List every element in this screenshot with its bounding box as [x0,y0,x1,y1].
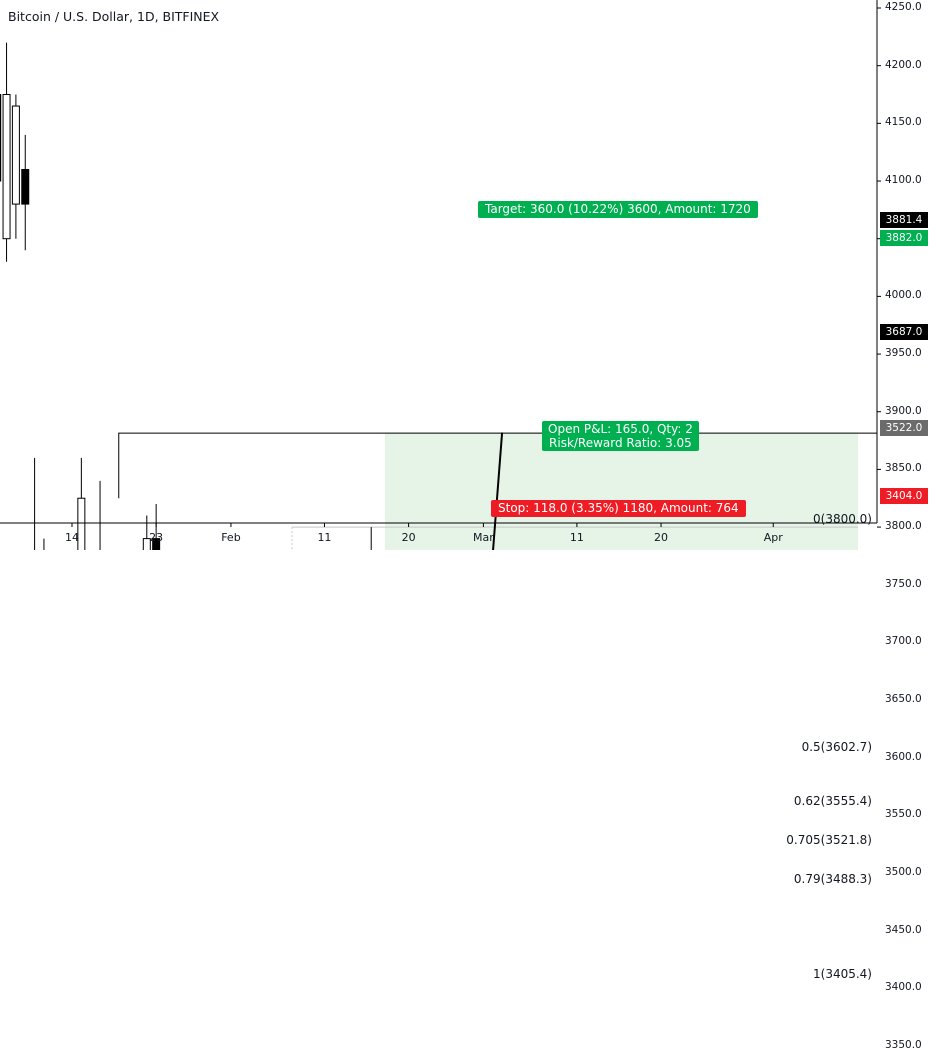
fib-label: 0.705(3521.8) [786,832,872,847]
candle [370,527,372,550]
candle [34,457,36,550]
price-chart[interactable] [0,0,932,550]
candles [0,42,372,550]
entry-price-tag: 3522.0 [880,420,928,436]
x-tick-label: 11 [317,531,332,544]
x-tick-label: Apr [763,531,783,544]
pnl-line-2: Risk/Reward Ratio: 3.05 [549,436,692,450]
y-tick-label: 3650.0 [885,693,922,706]
candle-body [2,94,11,240]
stop-label[interactable]: Stop: 118.0 (3.35%) 1180, Amount: 764 [491,500,746,517]
target-price-tag: 3882.0 [880,230,928,246]
candle-body [21,168,30,205]
y-tick-label: 3950.0 [885,347,922,360]
candle [77,457,86,550]
position-zones [385,432,858,550]
candle [2,42,11,262]
fib-label: 1(3405.4) [813,967,872,982]
x-tick-label: 20 [401,531,416,544]
candle-body [11,105,20,205]
fib-label: 0.5(3602.7) [801,739,872,754]
candle [152,504,161,550]
candle [99,480,101,550]
candle [142,515,151,550]
candle-body [142,538,151,550]
x-tick-label: Mar [473,531,494,544]
candle-body [152,538,161,550]
candle-body [0,94,2,182]
y-tick-label: 4250.0 [885,1,922,13]
y-tick-label: 3500.0 [885,866,922,879]
y-tick-label: 3850.0 [885,462,922,475]
y-tick-label: 4200.0 [885,58,922,71]
chart-title: Bitcoin / U.S. Dollar, 1D, BITFINEX [8,9,220,24]
y-tick-label: 4100.0 [885,174,922,187]
y-tick-label: 3800.0 [885,520,922,533]
candle [11,94,20,239]
y-tick-label: 4150.0 [885,116,922,129]
candle [21,134,30,251]
pnl-label[interactable]: Open P&L: 165.0, Qty: 2 Risk/Reward Rati… [542,421,699,451]
y-tick-label: 3900.0 [885,404,922,417]
line-price-tag: 3881.4 [880,212,928,228]
x-tick-label: 14 [65,531,79,544]
fib-label: 0.79(3488.3) [793,871,872,886]
x-tick-label: 23 [149,531,164,544]
stop-price-tag: 3404.0 [880,488,928,504]
y-tick-label: 4000.0 [885,289,922,302]
y-tick-label: 3450.0 [885,923,922,936]
y-tick-label: 3550.0 [885,808,922,821]
price-axis [0,0,932,550]
candle [0,94,2,182]
y-tick-label: 3700.0 [885,635,922,648]
y-tick-label: 3600.0 [885,750,922,763]
axis-bg [877,0,932,550]
profit-zone [385,432,858,550]
candle [43,538,45,550]
target-label[interactable]: Target: 360.0 (10.22%) 3600, Amount: 172… [478,201,758,218]
x-tick-label: 11 [569,531,584,544]
y-tick-label: 3350.0 [885,1039,922,1051]
y-tick-label: 3400.0 [885,981,922,994]
x-tick-label: 20 [654,531,669,544]
fib-label: 0.62(3555.4) [793,794,872,809]
x-tick-label: Feb [221,531,241,544]
current-price-tag: 3687.0 [880,324,928,340]
y-tick-label: 3750.0 [885,577,922,590]
candle-body [77,497,86,550]
pnl-line-1: Open P&L: 165.0, Qty: 2 [548,422,693,436]
fib-label: 0(3800.0) [813,512,872,527]
